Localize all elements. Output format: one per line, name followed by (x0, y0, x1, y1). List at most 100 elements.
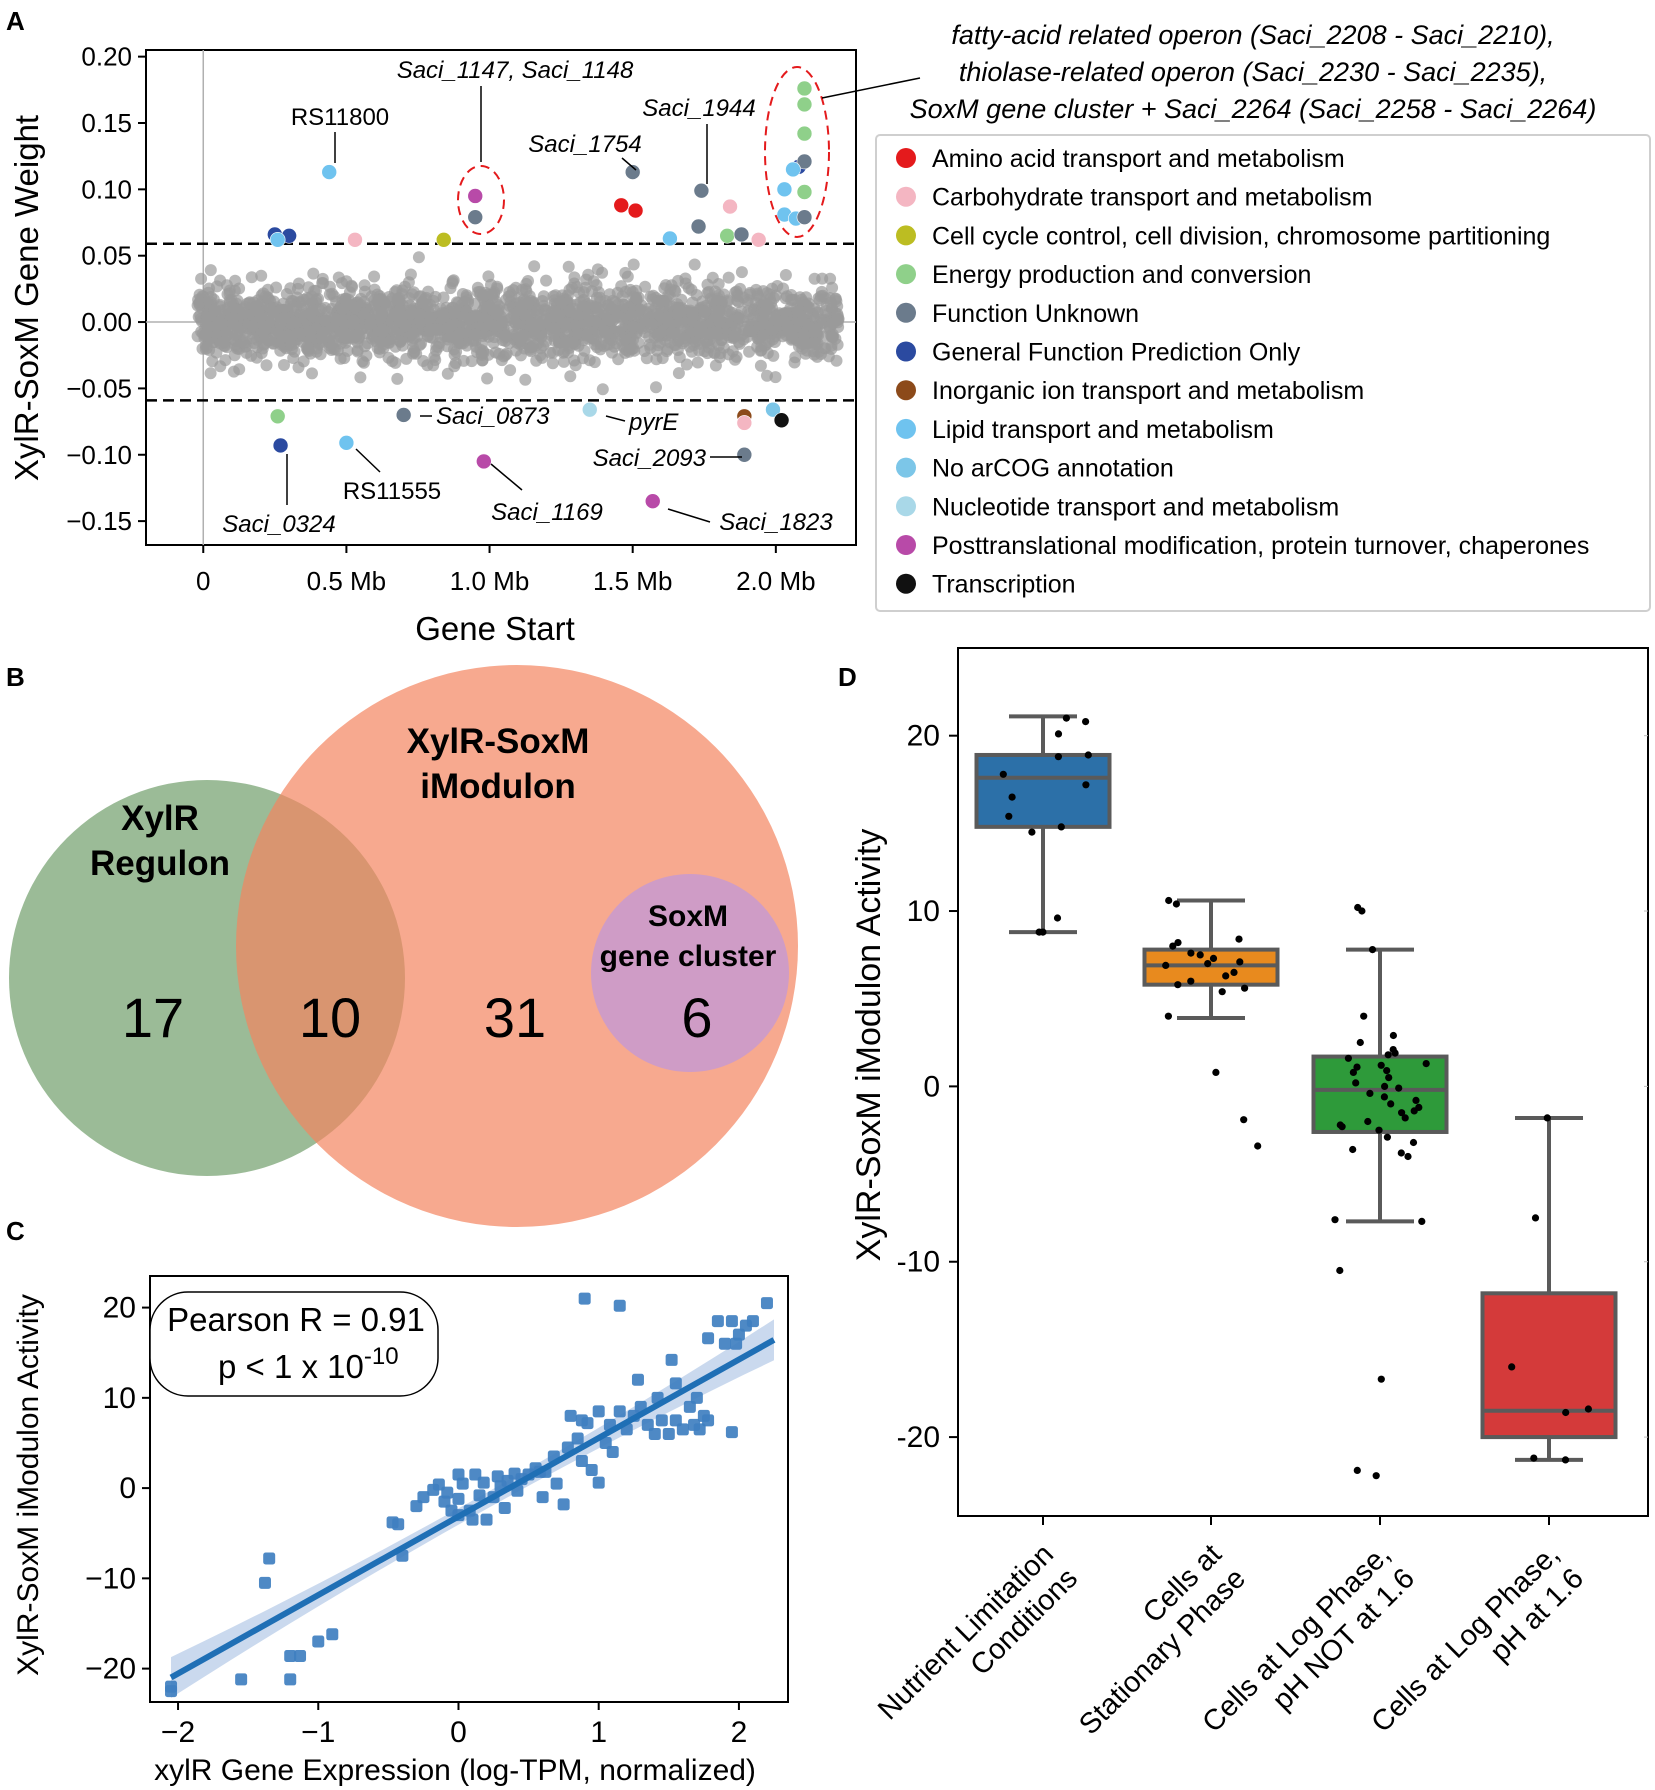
background-gene-point (515, 333, 527, 346)
background-gene-point (257, 287, 270, 300)
venn-count-soxm: 6 (681, 986, 712, 1049)
background-gene-point (827, 317, 840, 330)
background-gene-point (560, 320, 573, 333)
data-point (1381, 1082, 1389, 1090)
sample-point (312, 1635, 325, 1648)
sample-point (165, 1680, 178, 1693)
background-gene-point (731, 290, 744, 303)
gene-point-energy (796, 184, 813, 200)
data-point (1241, 984, 1249, 992)
background-gene-point (354, 371, 367, 384)
background-gene-point (199, 317, 212, 330)
annotation-saci2093: Saci_2093 (593, 445, 707, 472)
data-point (1356, 1038, 1364, 1047)
background-gene-point (526, 340, 539, 353)
background-gene-point (453, 327, 466, 340)
background-gene-point (540, 274, 553, 287)
panel-a-background-points (191, 251, 845, 396)
gene-point-func-unknown (624, 164, 641, 180)
gene-point-carb (347, 231, 363, 248)
background-gene-point (735, 266, 748, 279)
sample-point (571, 1432, 584, 1445)
background-gene-point (591, 341, 604, 354)
background-gene-point (278, 311, 291, 324)
legend-swatch-general-function (896, 341, 916, 362)
panel-label-d: D (838, 662, 857, 692)
background-gene-point (404, 268, 417, 281)
y-tick-label: 0 (119, 1472, 136, 1505)
background-gene-point (204, 264, 217, 277)
data-point (1169, 942, 1177, 950)
background-gene-point (564, 370, 577, 383)
background-gene-point (817, 330, 830, 343)
background-gene-point (709, 359, 722, 372)
background-gene-point (476, 310, 489, 323)
data-point (1336, 1121, 1344, 1129)
gene-point-func-unknown (736, 446, 753, 463)
background-gene-point (240, 346, 253, 359)
panel-a-legend: Amino acid transport and metabolism Carbo… (875, 134, 1651, 612)
sample-point (592, 1405, 605, 1418)
background-gene-point (548, 305, 561, 317)
panel-a-highlight-ellipse-cluster (764, 66, 830, 238)
sample-point (613, 1405, 626, 1418)
gene-point-transcription (773, 412, 790, 429)
background-gene-point (282, 329, 295, 342)
background-gene-point (252, 305, 265, 318)
venn-label-xylr-line2: Regulon (90, 844, 230, 883)
background-gene-point (802, 297, 815, 310)
legend-label-func-unknown: Function Unknown (932, 300, 1139, 328)
background-gene-point (721, 304, 734, 317)
sample-point (477, 1476, 490, 1489)
background-gene-point (444, 282, 457, 295)
gene-point-func-unknown (467, 209, 484, 226)
background-gene-point (546, 357, 559, 370)
background-gene-point (601, 313, 614, 326)
sample-point (326, 1628, 339, 1641)
background-gene-point (306, 367, 318, 380)
background-gene-point (691, 356, 704, 369)
background-gene-point (552, 343, 565, 356)
panel-c-y-axis-title: XylR-SoxM iModulon Activity (12, 1294, 45, 1676)
background-gene-point (205, 291, 218, 303)
gene-point-no-arcog (765, 401, 781, 418)
background-gene-point (503, 286, 516, 299)
background-gene-point (345, 279, 358, 292)
background-gene-point (630, 292, 643, 305)
legend-swatch-transcription (896, 573, 916, 594)
legend-frame (875, 134, 1651, 612)
annotation-saci0324: Saci_0324 (222, 511, 335, 538)
background-gene-point (651, 344, 664, 357)
data-point (1422, 1060, 1430, 1068)
background-gene-point (349, 301, 362, 314)
data-point (1196, 951, 1204, 959)
sample-point (702, 1332, 715, 1345)
data-point (1418, 1217, 1426, 1225)
sample-point (452, 1468, 465, 1481)
background-gene-point (226, 311, 239, 324)
background-gene-point (771, 314, 784, 327)
background-gene-point (627, 258, 640, 271)
y-tick-label: −0.10 (66, 440, 132, 470)
background-gene-point (518, 308, 531, 321)
data-point (1397, 1149, 1405, 1157)
background-gene-point (829, 332, 842, 345)
background-gene-point (329, 343, 342, 356)
data-point (1236, 958, 1244, 966)
x-tick-label: 0.5 Mb (307, 566, 387, 596)
data-point (1377, 1375, 1385, 1383)
data-point (1412, 1096, 1420, 1104)
annotation-saci1754: Saci_1754 (528, 131, 641, 158)
background-gene-point (304, 325, 317, 338)
legend-label-carb: Carbohydrate transport and metabolism (932, 184, 1373, 212)
data-point (1028, 828, 1036, 836)
data-point (1062, 714, 1070, 722)
venn-soxm-gene-cluster (591, 874, 789, 1072)
background-gene-point (519, 373, 532, 386)
background-gene-point (779, 292, 792, 305)
background-gene-point (483, 318, 496, 331)
background-gene-point (310, 345, 323, 358)
gene-point-carb (722, 198, 738, 215)
background-gene-point (557, 355, 570, 368)
data-point (1344, 1054, 1352, 1062)
